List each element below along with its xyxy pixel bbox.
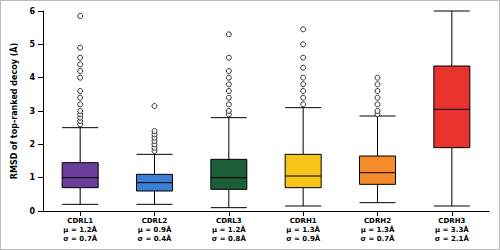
svg-text:CDRH1: CDRH1 [290,217,317,225]
svg-text:CDRL1: CDRL1 [67,217,93,225]
svg-text:4: 4 [29,73,35,82]
svg-text:σ = 2.1Å: σ = 2.1Å [435,234,470,243]
svg-text:σ = 0.4Å: σ = 0.4Å [137,234,172,243]
svg-text:μ = 0.9Å: μ = 0.9Å [138,225,172,234]
svg-text:σ = 0.7Å: σ = 0.7Å [360,234,395,243]
svg-text:CDRL3: CDRL3 [216,217,242,225]
svg-text:5: 5 [29,40,35,49]
svg-text:μ = 1.2Å: μ = 1.2Å [212,225,246,234]
svg-text:6: 6 [29,7,35,16]
svg-text:1: 1 [29,173,35,182]
svg-text:σ = 0.8Å: σ = 0.8Å [212,234,247,243]
svg-text:σ = 0.7Å: σ = 0.7Å [63,234,98,243]
svg-text:RMSD of top-ranked decoy (Å): RMSD of top-ranked decoy (Å) [9,43,19,179]
svg-text:CDRH3: CDRH3 [438,217,465,225]
svg-text:CDRH2: CDRH2 [364,217,391,225]
svg-text:μ = 1.3Å: μ = 1.3Å [286,225,320,234]
svg-text:σ = 0.9Å: σ = 0.9Å [286,234,321,243]
svg-text:μ = 3.3Å: μ = 3.3Å [435,225,469,234]
svg-text:μ = 1.2Å: μ = 1.2Å [63,225,97,234]
svg-text:0: 0 [29,207,35,216]
svg-text:2: 2 [29,140,35,149]
svg-text:3: 3 [29,107,35,116]
svg-text:μ = 1.3Å: μ = 1.3Å [361,225,395,234]
svg-text:CDRL2: CDRL2 [142,217,168,225]
